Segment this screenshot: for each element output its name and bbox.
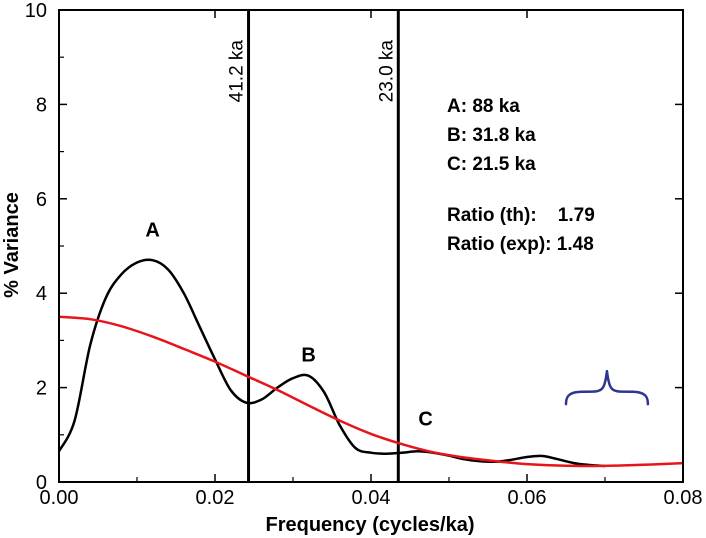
- x-tick-label: 0.06: [508, 487, 547, 509]
- y-tick-label: 0: [36, 472, 47, 494]
- y-tick-label: 4: [36, 283, 47, 305]
- x-axis-title: Frequency (cycles/ka): [266, 514, 475, 536]
- reference-line-label: 23.0 ka: [376, 40, 397, 103]
- y-tick-label: 10: [25, 0, 47, 22]
- peak-label-c: C: [418, 408, 432, 430]
- y-tick-label: 2: [36, 378, 47, 400]
- x-tick-label: 0.04: [352, 487, 391, 509]
- y-axis-title: % Variance: [1, 192, 23, 298]
- annotation-ratio-th: Ratio (th): 1.79: [447, 205, 595, 226]
- reference-line-label: 41.2 ka: [227, 40, 248, 103]
- y-tick-label: 8: [36, 94, 47, 116]
- annotation-period-c: C: 21.5 ka: [447, 154, 536, 175]
- annotation-period-b: B: 31.8 ka: [447, 125, 536, 146]
- y-tick-label: 6: [36, 189, 47, 211]
- annotation-ratio-exp: Ratio (exp): 1.48: [447, 234, 594, 255]
- peak-label-b: B: [301, 345, 315, 367]
- x-tick-label: 0.00: [40, 487, 79, 509]
- annotation-period-a: A: 88 ka: [447, 96, 520, 117]
- peak-label-a: A: [145, 220, 159, 242]
- axis-ticks: 0.00 0.02 0.04 0.06 0.08 0 2 4 6 8 10: [25, 0, 703, 509]
- annotation-box: A: 88 ka B: 31.8 ka C: 21.5 ka Ratio (th…: [447, 96, 595, 255]
- brace-annotation: [564, 369, 650, 406]
- x-tick-label: 0.08: [664, 487, 703, 509]
- red-noise-line: [58, 315, 684, 468]
- series-layer: [57, 258, 684, 468]
- spectrum-line: [57, 258, 606, 468]
- chart-labels: 41.2 ka 23.0 ka A B C: [145, 40, 650, 430]
- x-tick-label: 0.02: [196, 487, 235, 509]
